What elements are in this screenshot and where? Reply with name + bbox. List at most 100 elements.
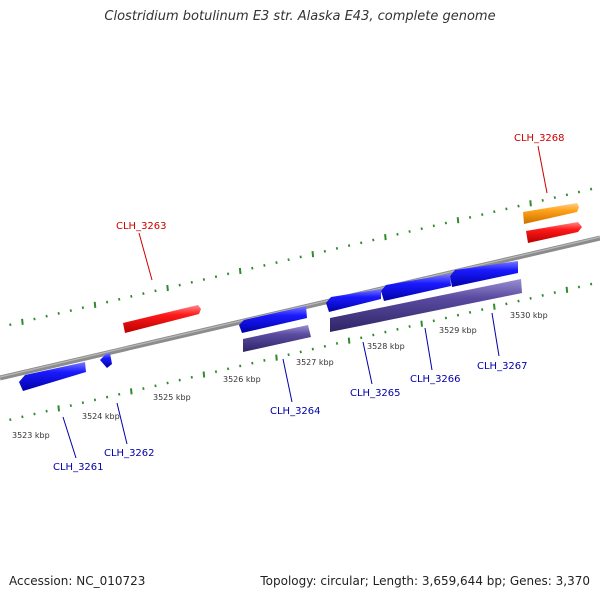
forward-scale-minor-tick bbox=[396, 232, 399, 236]
reverse-scale-minor-tick bbox=[154, 384, 157, 388]
reverse-scale-minor-tick bbox=[372, 333, 375, 337]
scale-label-3526: 3526 kbp bbox=[223, 375, 261, 384]
reverse-scale-minor-tick bbox=[553, 291, 556, 295]
forward-scale-major-tick bbox=[21, 318, 24, 325]
leader-line-CLH_3262 bbox=[116, 402, 128, 445]
forward-scale-minor-tick bbox=[275, 261, 278, 265]
reverse-scale-minor-tick bbox=[214, 370, 218, 374]
forward-scale-major-tick bbox=[384, 234, 387, 241]
reverse-scale-minor-tick bbox=[69, 404, 72, 408]
forward-scale-minor-tick bbox=[226, 272, 230, 276]
gene-label-CLH_3268[interactable]: CLH_3268 bbox=[514, 133, 565, 144]
forward-scale-minor-tick bbox=[408, 230, 411, 233]
reverse-scale-minor-tick bbox=[287, 353, 290, 357]
reverse-scale-minor-tick bbox=[239, 364, 242, 368]
reverse-scale-minor-tick bbox=[33, 412, 36, 416]
forward-scale-minor-tick bbox=[577, 190, 581, 194]
reverse-scale-minor-tick bbox=[9, 418, 12, 422]
gene-label-CLH_3267[interactable]: CLH_3267 bbox=[477, 361, 528, 372]
scale-label-3523: 3523 kbp bbox=[12, 431, 50, 440]
reverse-scale-minor-tick bbox=[263, 358, 266, 362]
reverse-scale-minor-tick bbox=[444, 316, 448, 320]
forward-scale-minor-tick bbox=[481, 213, 484, 217]
reverse-scale-minor-tick bbox=[541, 293, 544, 297]
forward-scale-track bbox=[9, 187, 593, 327]
forward-scale-minor-tick bbox=[335, 246, 339, 250]
forward-scale-minor-tick bbox=[57, 311, 60, 315]
reverse-scale-minor-tick bbox=[190, 375, 193, 379]
forward-scale-minor-tick bbox=[178, 283, 181, 287]
reverse-scale-minor-tick bbox=[226, 367, 230, 371]
reverse-scale-minor-tick bbox=[589, 282, 593, 286]
reverse-scale-minor-tick bbox=[142, 387, 145, 391]
scale-label-3524: 3524 kbp bbox=[82, 412, 120, 421]
gene-label-CLH_3265[interactable]: CLH_3265 bbox=[350, 388, 401, 399]
reverse-scale-minor-tick bbox=[93, 398, 97, 402]
cds-bar-CLH_3265-3267[interactable] bbox=[330, 279, 522, 332]
reverse-scale-minor-tick bbox=[45, 409, 48, 413]
forward-scale-minor-tick bbox=[360, 241, 363, 245]
reverse-scale-minor-tick bbox=[384, 330, 387, 334]
forward-scale-minor-tick bbox=[105, 300, 109, 304]
gene-arrow-CLH_3261[interactable] bbox=[19, 362, 86, 391]
reverse-scale-major-tick bbox=[275, 354, 278, 361]
scale-label-3527: 3527 kbp bbox=[296, 358, 334, 367]
gene-arrow-CLH_3265[interactable] bbox=[326, 289, 381, 312]
forward-scale-major-tick bbox=[166, 284, 169, 292]
gene-label-CLH_3262[interactable]: CLH_3262 bbox=[104, 448, 155, 459]
scale-label-3528: 3528 kbp bbox=[367, 342, 405, 351]
cds-bar-CLH_3264[interactable] bbox=[243, 325, 311, 352]
forward-scale-minor-tick bbox=[142, 292, 145, 296]
reverse-scale-major-tick bbox=[202, 371, 206, 378]
gene-arrow-CLH_3266[interactable] bbox=[381, 274, 451, 301]
reverse-scale-minor-tick bbox=[360, 336, 363, 340]
leader-line-CLH_3265 bbox=[362, 341, 373, 385]
forward-scale-minor-tick bbox=[118, 297, 121, 301]
reverse-scale-minor-tick bbox=[432, 319, 435, 323]
reverse-scale-minor-tick bbox=[166, 381, 169, 385]
reverse-scale-minor-tick bbox=[323, 344, 327, 348]
gene-arrow-CLH_3268[interactable] bbox=[526, 222, 582, 243]
leader-line-CLH_3264 bbox=[282, 358, 293, 403]
scale-label-3525: 3525 kbp bbox=[153, 393, 191, 402]
gene-arrow-CLH_3263[interactable] bbox=[123, 305, 201, 333]
genome-backbone-highlight bbox=[0, 236, 600, 378]
forward-scale-minor-tick bbox=[263, 263, 266, 267]
forward-scale-minor-tick bbox=[214, 275, 218, 279]
gene-arrow-CLH_3262[interactable] bbox=[100, 353, 112, 368]
reverse-scale-minor-tick bbox=[529, 296, 532, 300]
forward-scale-minor-tick bbox=[323, 249, 327, 253]
reverse-scale-major-tick bbox=[420, 320, 423, 327]
reverse-scale-minor-tick bbox=[456, 313, 460, 317]
forward-scale-minor-tick bbox=[81, 306, 85, 310]
forward-scale-minor-tick bbox=[432, 224, 435, 228]
forward-scale-minor-tick bbox=[33, 317, 36, 321]
gene-arrow-CLH_3264[interactable] bbox=[239, 306, 307, 333]
forward-scale-minor-tick bbox=[251, 266, 254, 270]
reverse-scale-major-tick bbox=[347, 337, 351, 344]
forward-scale-major-tick bbox=[529, 200, 532, 207]
reverse-scale-minor-tick bbox=[481, 308, 484, 312]
gene-label-CLH_3264[interactable]: CLH_3264 bbox=[270, 406, 321, 417]
forward-scale-minor-tick bbox=[154, 289, 157, 293]
gene-label-CLH_3261[interactable]: CLH_3261 bbox=[53, 462, 104, 473]
rna-arrow-CLH_3268[interactable] bbox=[523, 203, 579, 224]
genome-summary-text: Topology: circular; Length: 3,659,644 bp… bbox=[260, 574, 590, 588]
reverse-scale-minor-tick bbox=[299, 350, 302, 354]
forward-scale-minor-tick bbox=[190, 280, 193, 284]
reverse-scale-minor-tick bbox=[118, 392, 121, 396]
gene-label-CLH_3263[interactable]: CLH_3263 bbox=[116, 221, 167, 232]
forward-scale-minor-tick bbox=[69, 309, 72, 313]
forward-scale-minor-tick bbox=[444, 221, 448, 225]
forward-scale-major-tick bbox=[311, 251, 315, 258]
leader-line-CLH_3267 bbox=[491, 312, 500, 357]
gene-label-CLH_3266[interactable]: CLH_3266 bbox=[410, 374, 461, 385]
gene-arrow-CLH_3267[interactable] bbox=[450, 261, 518, 287]
reverse-scale-minor-tick bbox=[517, 299, 520, 303]
scale-label-3530: 3530 kbp bbox=[510, 311, 548, 320]
forward-scale-minor-tick bbox=[553, 196, 556, 200]
genome-title: Clostridium botulinum E3 str. Alaska E43… bbox=[104, 9, 496, 24]
forward-scale-minor-tick bbox=[541, 198, 544, 202]
